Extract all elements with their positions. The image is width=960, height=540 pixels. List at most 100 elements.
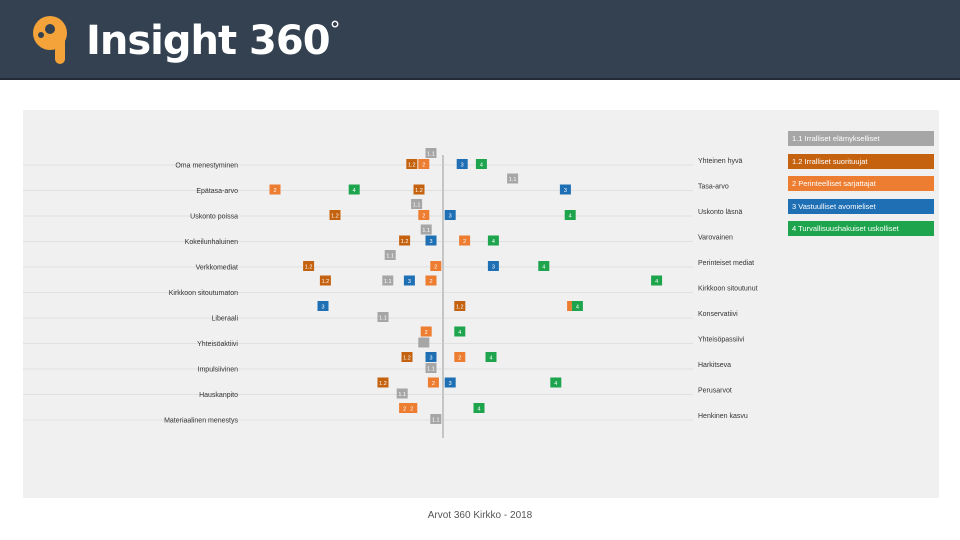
row-left-label: Yhteisöaktiivi (197, 341, 238, 348)
data-point-marker (377, 377, 389, 388)
data-point-marker (329, 210, 341, 220)
data-point-label: 1.1 (427, 366, 435, 372)
row-right-label: Uskonto läsnä (698, 209, 742, 216)
brand-logo-text: Insight 360° (86, 18, 341, 64)
data-point: 1.1 (425, 148, 437, 158)
data-point-marker (418, 159, 430, 169)
data-point-label: 1.1 (509, 177, 517, 183)
data-point: 1.1 (430, 414, 442, 424)
data-point-label: 1.2 (403, 355, 411, 361)
data-point: 4 (485, 352, 497, 362)
row-left-label: Uskonto poissa (190, 214, 238, 221)
data-point-marker (427, 377, 439, 388)
data-point-marker (487, 235, 499, 246)
data-point-marker (411, 199, 423, 209)
data-point-label: 4 (576, 304, 579, 310)
data-point-marker (269, 184, 281, 195)
logo-icon (33, 16, 67, 64)
data-point: 3 (559, 184, 571, 195)
data-point-label: 3 (449, 213, 452, 219)
data-point-marker (406, 159, 418, 169)
data-point-marker (550, 377, 562, 388)
data-point: 1.2 (413, 184, 425, 195)
data-point: 2 (459, 235, 471, 246)
data-point: 3 (425, 235, 437, 246)
chart-panel: Oma menestyminen Yhteinen hyvä 1.1 1.2 2 3 4 Ep… (23, 110, 939, 498)
data-point: 1.2 (319, 275, 331, 286)
data-point-label: 3 (492, 264, 495, 270)
data-point-label: 1.2 (415, 188, 423, 194)
data-point-marker (418, 337, 430, 348)
data-point-label: 3 (449, 381, 452, 387)
data-point: 3 (425, 352, 437, 362)
data-point: 1.1 (507, 173, 519, 184)
data-point: 4 (564, 210, 576, 220)
data-point-marker (459, 235, 471, 246)
row-left-label: Impulsiivinen (198, 367, 239, 374)
data-point (418, 337, 430, 348)
data-point: 1.1 (420, 224, 432, 235)
legend-item: 2 Perinteelliset sarjattajat (788, 176, 934, 191)
data-point: 2 (406, 403, 418, 413)
data-point-label: 2 (422, 213, 425, 219)
data-point-marker (651, 275, 663, 286)
data-point-label: 2 (463, 239, 466, 245)
row-right-label: Perusarvot (698, 388, 732, 395)
data-point-marker (425, 363, 437, 373)
data-point: 4 (487, 235, 499, 246)
values-chart: Oma menestyminen Yhteinen hyvä 1.1 1.2 2 3 4 Ep… (23, 148, 758, 438)
data-point: 2 (454, 352, 466, 362)
row-left-label: Hauskanpito (199, 392, 238, 399)
row-right-label: Yhteinen hyvä (698, 158, 742, 165)
data-point: 1.1 (382, 275, 394, 286)
data-point-marker (396, 388, 408, 399)
data-point-marker (413, 184, 425, 195)
data-point: 4 (651, 275, 663, 286)
data-point-label: 2 (432, 381, 435, 387)
data-point: 2 (420, 326, 432, 337)
data-point-label: 2 (403, 406, 406, 412)
data-point-marker (559, 184, 571, 195)
data-point: 2 (430, 261, 442, 271)
data-point-label: 4 (458, 330, 461, 336)
data-point-marker (303, 261, 315, 271)
data-point-marker (399, 403, 411, 413)
data-point: 2 (418, 210, 430, 220)
data-point-label: 2 (429, 279, 432, 285)
data-point: 4 (473, 403, 485, 413)
data-point-marker (317, 301, 329, 311)
data-point-marker (399, 235, 411, 246)
data-point: 1.2 (454, 301, 466, 311)
data-point: 4 (348, 184, 360, 195)
data-point: 2 (269, 184, 281, 195)
row-left-label: Epätasa-arvo (196, 188, 238, 195)
data-point-label: 2 (458, 355, 461, 361)
data-point-marker (475, 159, 487, 169)
chart-legend: 1.1 Irralliset elämykselliset 1.2 Irralli… (788, 131, 934, 244)
data-point-label: 1.1 (432, 417, 440, 423)
data-point: 1.2 (303, 261, 315, 271)
data-point-marker (406, 403, 418, 413)
row-right-label: Kirkkoon sitoutunut (698, 286, 758, 293)
data-point-label: 3 (429, 239, 432, 245)
data-point-label: 4 (477, 406, 480, 412)
data-point-marker (430, 261, 442, 271)
data-point-marker (444, 377, 456, 388)
data-point: 1.1 (411, 199, 423, 209)
data-point-marker (348, 184, 360, 195)
data-point-marker (485, 352, 497, 362)
data-point: 1.1 (425, 363, 437, 373)
data-point: 3 (456, 159, 468, 169)
data-point: 3 (444, 210, 456, 220)
data-point-marker (473, 403, 485, 413)
row-right-label: Perinteiset mediat (698, 260, 754, 267)
row-left-label: Liberaali (212, 316, 239, 323)
data-point: 3 (403, 275, 415, 286)
data-point: 1.1 (377, 312, 389, 322)
row-right-label: Tasa-arvo (698, 184, 729, 191)
data-point-label: 3 (564, 188, 567, 194)
data-point-label: 1.2 (401, 239, 409, 245)
data-point: 3 (444, 377, 456, 388)
data-point-marker (538, 261, 550, 271)
row-right-label: Henkinen kasvu (698, 413, 748, 420)
